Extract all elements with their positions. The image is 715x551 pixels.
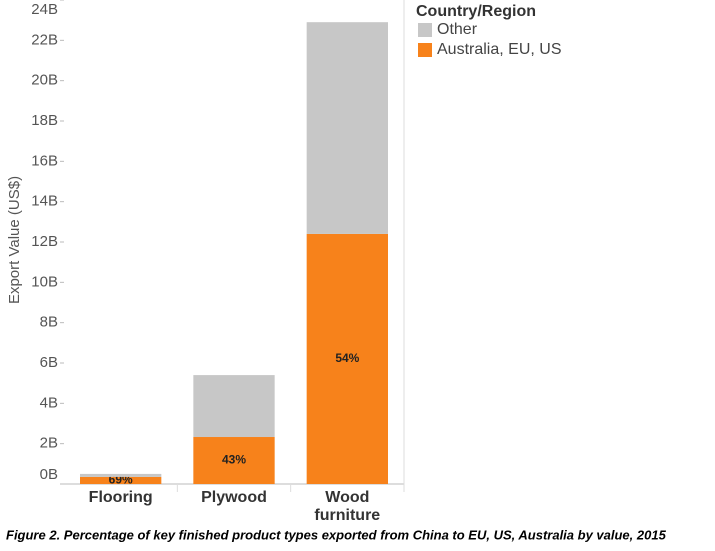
- legend-label: Other: [437, 21, 478, 38]
- x-tick-label-box: Flooring: [88, 489, 153, 506]
- bar-segment: [80, 473, 162, 477]
- y-tick-label: 4B: [40, 394, 58, 411]
- percent-label: 54%: [335, 351, 359, 365]
- bar-segment: [193, 437, 275, 484]
- y-axis-title: Export Value (US$): [6, 176, 23, 304]
- y-tick-label: 24B: [31, 1, 58, 18]
- bar-segment: [80, 476, 162, 484]
- legend-swatch: [418, 23, 432, 37]
- legend-label: Australia, EU, US: [437, 41, 561, 58]
- y-tick-label: 10B: [31, 273, 58, 290]
- caption: Figure 2. Percentage of key finished pro…: [6, 527, 667, 542]
- bar-segment: [306, 22, 388, 234]
- x-tick-label: Wood furniture: [314, 489, 381, 524]
- y-tick-label: 8B: [40, 314, 58, 331]
- legend-swatch: [418, 43, 432, 57]
- bar-segment: [306, 233, 388, 484]
- y-tick-label: 18B: [31, 112, 58, 129]
- bar-segment: [193, 375, 275, 438]
- percent-label: 43%: [222, 453, 246, 467]
- x-tick-label: Flooring: [88, 489, 153, 506]
- x-tick-label-box: Wood furniture: [314, 489, 381, 524]
- x-tick-label: Plywood: [201, 489, 267, 506]
- y-tick-label: 0B: [40, 466, 58, 483]
- y-tick-label: 22B: [31, 31, 58, 48]
- legend-title: Country/Region: [416, 3, 536, 20]
- y-tick-label: 20B: [31, 72, 58, 89]
- x-tick-label-box: Plywood: [201, 489, 267, 506]
- y-tick-label: 14B: [31, 193, 58, 210]
- y-tick-label: 16B: [31, 152, 58, 169]
- y-tick-label: 6B: [40, 354, 58, 371]
- y-tick-label: 2B: [40, 435, 58, 452]
- y-tick-label: 12B: [31, 233, 58, 250]
